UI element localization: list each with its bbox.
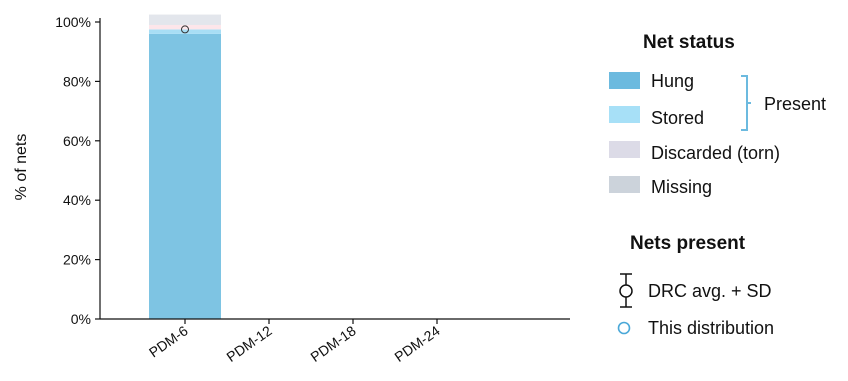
- legend-swatch-stored: [609, 106, 640, 123]
- y-axis: 0% 20% 40% 60% 80% 100%: [55, 14, 101, 327]
- marker-layer: [181, 25, 189, 34]
- legend-label-discarded: Discarded (torn): [651, 143, 780, 163]
- legend-swatch-discarded: [609, 141, 640, 158]
- x-tick-label: PDM-6: [146, 322, 191, 360]
- open-circle-icon: [617, 321, 631, 335]
- legend-label-hung: Hung: [651, 71, 694, 91]
- legend-net-status: Net status Hung Stored Discarded (torn) …: [609, 32, 826, 197]
- y-tick-label: 0%: [71, 311, 91, 327]
- x-axis: PDM-6 PDM-12 PDM-18 PDM-24: [100, 318, 570, 365]
- legend-nets-present: Nets present DRC avg. + SD This distribu…: [617, 233, 774, 338]
- x-tick-label: PDM-24: [391, 322, 442, 365]
- legend-label-this-distribution: This distribution: [648, 318, 774, 338]
- legend-label-drc-avg: DRC avg. + SD: [648, 281, 772, 301]
- y-tick-label: 100%: [55, 14, 91, 30]
- x-tick-label: PDM-18: [307, 322, 358, 365]
- legend-swatch-missing: [609, 176, 640, 193]
- legend-present-label: Present: [764, 94, 826, 114]
- x-tick-label: PDM-12: [223, 322, 274, 365]
- y-axis-title: % of nets: [13, 134, 30, 201]
- y-tick-label: 80%: [63, 73, 91, 89]
- bar-layer: [149, 14, 221, 319]
- this-distribution-marker: [181, 25, 189, 34]
- legend-label-missing: Missing: [651, 177, 712, 197]
- y-tick-label: 60%: [63, 133, 91, 149]
- bar-stored-pdm-6: [149, 29, 221, 34]
- bar-hung-pdm-6: [149, 33, 221, 319]
- legend-nets-present-title: Nets present: [630, 233, 746, 254]
- legend-label-stored: Stored: [651, 108, 704, 128]
- bar-discarded-torn-pdm-6: [149, 24, 221, 30]
- legend-swatch-hung: [609, 72, 640, 89]
- errorbar-circle-icon: [619, 273, 633, 308]
- y-tick-label: 40%: [63, 192, 91, 208]
- present-bracket: [741, 75, 751, 131]
- bar-missing-pdm-6: [149, 14, 221, 25]
- y-tick-label: 20%: [63, 252, 91, 268]
- legend-net-status-title: Net status: [643, 32, 735, 53]
